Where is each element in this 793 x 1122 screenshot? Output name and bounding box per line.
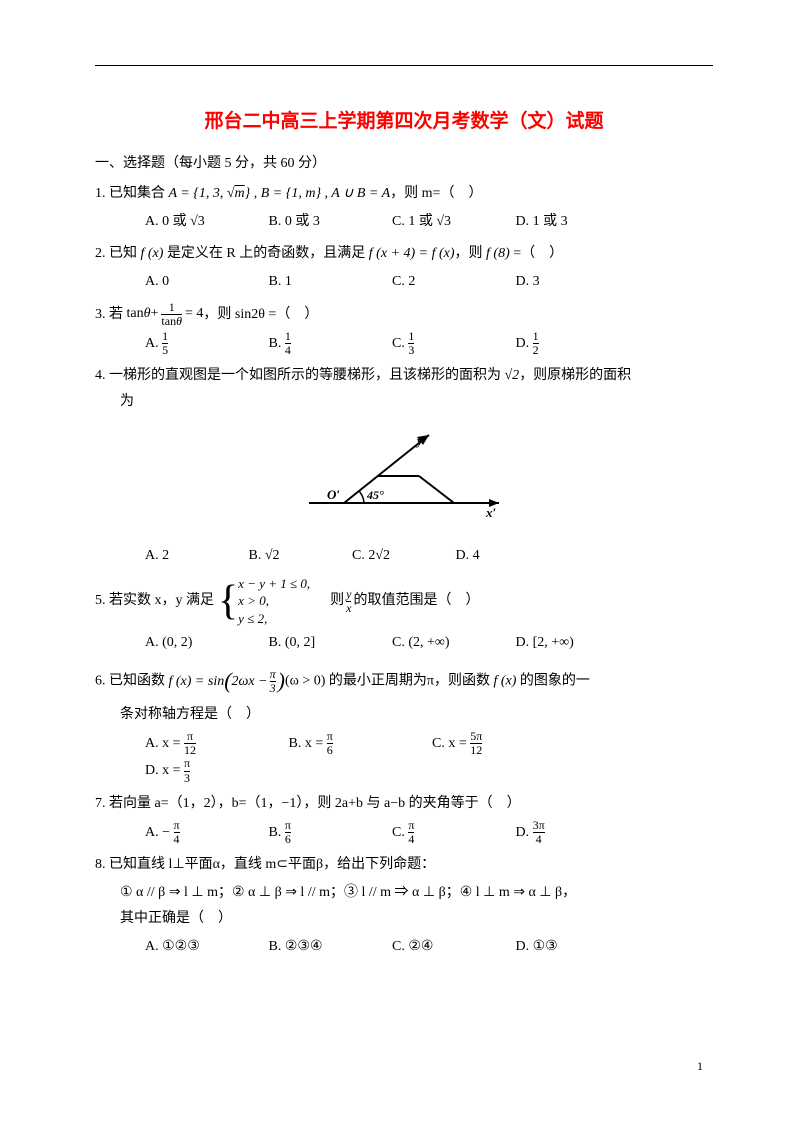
q2-opt-a: A. 0	[145, 269, 265, 295]
q5-opt-b: B. (0, 2]	[269, 630, 389, 656]
q6-opt-c: C. x = 5π12	[432, 730, 572, 757]
q5-brace: { x − y + 1 ≤ 0, x > 0, y ≤ 2,	[218, 575, 310, 628]
q1-math: A = {1, 3, √m} , B = {1, m} , A ∪ B = A	[169, 186, 391, 201]
q1-stem-a: 1. 已知集合	[95, 186, 169, 201]
question-2: 2. 已知 f (x) 是定义在 R 上的奇函数，且满足 f (x + 4) =…	[95, 241, 713, 267]
q5-opt-d: D. [2, +∞)	[516, 630, 636, 656]
o-label: O′	[327, 487, 340, 502]
q4-a: 4. 一梯形的直观图是一个如图所示的等腰梯形，且该梯形的面积为	[95, 368, 505, 383]
q2-mid: 是定义在 R 上的奇函数，且满足	[163, 246, 368, 261]
q2-eq: f (x + 4) = f (x)	[369, 246, 455, 261]
q4-opt-a: A. 2	[145, 543, 245, 569]
section-label: 一、选择题（每小题 5 分，共 60 分）	[95, 151, 713, 177]
q6-fx: f (x) = sin(2ωx − π3)	[169, 661, 285, 702]
q8-opt-b: B. ②③④	[269, 934, 389, 960]
q8-opt-c: C. ②④	[392, 934, 512, 960]
question-8: 8. 已知直线 l⊥平面α，直线 m⊂平面β，给出下列命题：	[95, 852, 713, 878]
top-rule	[95, 65, 713, 66]
q6-c: 的图象的一	[516, 674, 590, 689]
q2-b: ，则	[455, 246, 487, 261]
q3-opt-d: D. 12	[516, 330, 636, 357]
q1-opt-d: D. 1 或 3	[516, 209, 636, 235]
q8-ask: 其中正确是（ ）	[120, 906, 713, 932]
q3-b: ，则 sin2θ =（ ）	[203, 307, 318, 322]
q8-opt-a: A. ①②③	[145, 934, 265, 960]
q8-props: ① α // β ⇒ l ⊥ m；② α ⊥ β ⇒ l // m；③ l //…	[120, 880, 713, 906]
q5-c: 的取值范围是（ ）	[353, 588, 479, 614]
q1-opt-c: C. 1 或 √3	[392, 209, 512, 235]
q7-options: A. − π4 B. π6 C. π4 D. 3π4	[145, 819, 713, 846]
q6-a: 6. 已知函数	[95, 674, 169, 689]
q8-opt-d: D. ①③	[516, 934, 636, 960]
q2-opt-c: C. 2	[392, 269, 512, 295]
q5-frac: yx	[346, 588, 351, 615]
q3-opt-c: C. 13	[392, 330, 512, 357]
q1-opt-a: A. 0 或 √3	[145, 209, 265, 235]
q3-opt-b: B. 14	[269, 330, 389, 357]
q3-math: tanθ + 1tanθ = 4	[127, 301, 204, 328]
q4-c: ，则原梯形的面积	[519, 368, 631, 383]
question-5: 5. 若实数 x，y 满足 { x − y + 1 ≤ 0, x > 0, y …	[95, 575, 713, 628]
q4-diagram: 45° O′ y′ x′	[95, 423, 713, 533]
q6-opt-d: D. x = π3	[145, 757, 285, 784]
q4-opt-d: D. 4	[456, 543, 556, 569]
q2-c: =（ ）	[510, 246, 563, 261]
q1-stem-b: ，则 m=（ ）	[390, 186, 482, 201]
q3-options: A. 15 B. 14 C. 13 D. 12	[145, 330, 713, 357]
page-number: 1	[697, 1055, 703, 1077]
y-label: y′	[415, 433, 427, 448]
q7-opt-a: A. − π4	[145, 819, 265, 846]
q2-opt-d: D. 3	[516, 269, 636, 295]
q4-options: A. 2 B. √2 C. 2√2 D. 4	[145, 543, 713, 569]
q5-opt-c: C. (2, +∞)	[392, 630, 512, 656]
question-6: 6. 已知函数 f (x) = sin(2ωx − π3)(ω > 0) 的最小…	[95, 661, 713, 728]
q5-opt-a: A. (0, 2)	[145, 630, 265, 656]
q6-opt-a: A. x = π12	[145, 730, 285, 757]
q1-opt-b: B. 0 或 3	[269, 209, 389, 235]
q3-opt-a: A. 15	[145, 330, 265, 357]
q8-options: A. ①②③ B. ②③④ C. ②④ D. ①③	[145, 934, 713, 960]
q7-opt-c: C. π4	[392, 819, 512, 846]
q6-opt-b: B. x = π6	[289, 730, 429, 757]
question-4: 4. 一梯形的直观图是一个如图所示的等腰梯形，且该梯形的面积为 √2，则原梯形的…	[95, 363, 713, 415]
question-3: 3. 若 tanθ + 1tanθ = 4，则 sin2θ =（ ）	[95, 301, 713, 328]
q4-d: 为	[120, 389, 713, 415]
q6-fx2: f (x)	[493, 674, 516, 689]
q2-a: 2. 已知	[95, 246, 141, 261]
q6-b: (ω > 0) 的最小正周期为π，则函数	[285, 674, 494, 689]
q2-fx: f (x)	[141, 246, 164, 261]
q2-f8: f (8)	[486, 246, 510, 261]
q4-opt-b: B. √2	[249, 543, 349, 569]
x-label: x′	[485, 505, 497, 520]
q5-a: 5. 若实数 x，y 满足	[95, 588, 214, 614]
q2-options: A. 0 B. 1 C. 2 D. 3	[145, 269, 713, 295]
angle-label: 45°	[366, 488, 384, 502]
q6-options: A. x = π12 B. x = π6 C. x = 5π12 D. x = …	[145, 730, 713, 785]
q5-b: 则	[330, 588, 344, 614]
q7-opt-b: B. π6	[269, 819, 389, 846]
q2-opt-b: B. 1	[269, 269, 389, 295]
page-title: 邢台二中高三上学期第四次月考数学（文）试题	[95, 104, 713, 139]
question-7: 7. 若向量 a=（1，2），b=（1，−1），则 2a+b 与 a−b 的夹角…	[95, 791, 713, 817]
q5-options: A. (0, 2) B. (0, 2] C. (2, +∞) D. [2, +∞…	[145, 630, 713, 656]
q4-opt-c: C. 2√2	[352, 543, 452, 569]
q6-d: 条对称轴方程是（ ）	[120, 702, 713, 728]
q7-opt-d: D. 3π4	[516, 819, 636, 846]
q4-sqrt2: √2	[505, 368, 520, 383]
q1-options: A. 0 或 √3 B. 0 或 3 C. 1 或 √3 D. 1 或 3	[145, 209, 713, 235]
q3-a: 3. 若	[95, 307, 127, 322]
question-1: 1. 已知集合 A = {1, 3, √m} , B = {1, m} , A …	[95, 181, 713, 207]
